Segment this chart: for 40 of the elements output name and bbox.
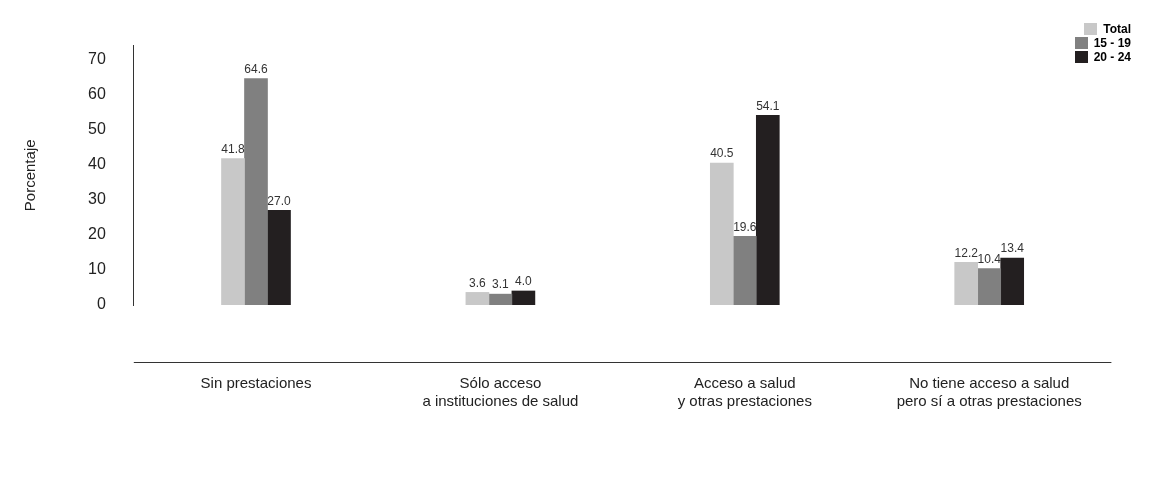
legend-label: 15 - 19 xyxy=(1093,36,1131,50)
x-tick-label: No tiene acceso a salud pero sí a otras prestaciones xyxy=(896,374,1082,410)
data-label: 19.6 xyxy=(733,219,757,234)
y-axis-title: Porcentaje xyxy=(21,139,39,212)
data-label: 41.8 xyxy=(221,141,245,156)
y-tick-label: 40 xyxy=(88,155,106,173)
y-tick-label: 20 xyxy=(88,225,106,243)
data-label: 4.0 xyxy=(515,274,533,289)
bar xyxy=(244,78,268,305)
bar xyxy=(709,162,734,305)
bar xyxy=(511,290,536,305)
data-label: 10.4 xyxy=(977,251,1002,266)
x-tick-label: Sin prestaciones xyxy=(200,374,312,392)
bar xyxy=(488,293,513,305)
y-tick-label: 60 xyxy=(88,85,106,103)
legend-label: Total xyxy=(1103,22,1131,36)
data-label: 13.4 xyxy=(1000,241,1025,256)
data-label: 64.6 xyxy=(244,61,268,76)
bar xyxy=(221,158,245,305)
bar xyxy=(267,210,291,305)
bar xyxy=(465,292,490,305)
y-tick-label: 30 xyxy=(88,190,106,208)
data-label: 3.6 xyxy=(469,275,487,290)
bar xyxy=(954,261,979,305)
y-tick-label: 10 xyxy=(88,260,106,278)
y-tick-label: 50 xyxy=(88,120,106,138)
x-tick-label: Sólo acceso a instituciones de salud xyxy=(422,374,579,410)
bar xyxy=(1000,257,1025,305)
bar xyxy=(755,115,780,305)
x-tick-label: Acceso a salud y otras prestaciones xyxy=(677,374,812,410)
bar xyxy=(977,268,1002,305)
data-label: 27.0 xyxy=(267,193,291,208)
data-label: 54.1 xyxy=(756,98,780,113)
y-tick-label: 70 xyxy=(88,50,106,68)
bar xyxy=(732,235,757,305)
legend-label: 20 - 24 xyxy=(1093,50,1131,64)
data-label: 40.5 xyxy=(710,146,734,161)
y-tick-label: 0 xyxy=(96,295,106,313)
data-label: 12.2 xyxy=(954,245,979,260)
data-label: 3.1 xyxy=(492,277,510,292)
